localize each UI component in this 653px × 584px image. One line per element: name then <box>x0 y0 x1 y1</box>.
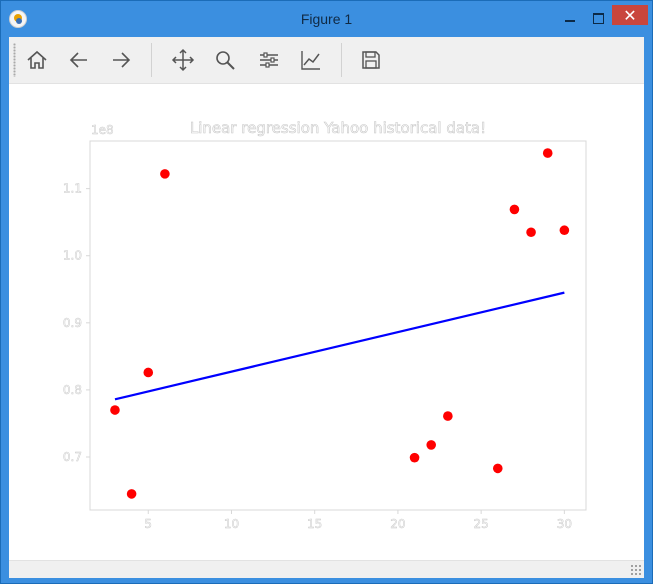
y-tick-label: 1.1 <box>63 182 82 196</box>
regression-line <box>114 291 565 401</box>
line-chart-icon <box>301 51 320 70</box>
toolbar-grip[interactable] <box>13 43 16 77</box>
window-client-area: Linear regression Yahoo historical data!… <box>9 37 644 578</box>
home-button[interactable] <box>21 45 53 75</box>
y-tick-label: 0.8 <box>63 383 82 397</box>
resize-grip[interactable] <box>630 564 642 576</box>
chart-title: Linear regression Yahoo historical data! <box>190 119 486 137</box>
x-tick-label: 15 <box>307 517 322 531</box>
arrow-left-icon <box>69 52 87 68</box>
data-point <box>110 405 120 415</box>
x-tick-label: 5 <box>144 517 152 531</box>
back-button[interactable] <box>63 45 95 75</box>
regression-line-group <box>114 291 565 401</box>
configure-subplots-button[interactable] <box>253 45 285 75</box>
data-point <box>443 411 453 421</box>
minimize-icon <box>565 20 575 22</box>
data-point <box>559 225 570 236</box>
data-points-group <box>110 148 570 499</box>
x-tick-label: 25 <box>474 517 489 531</box>
forward-button[interactable] <box>105 45 137 75</box>
data-point <box>526 227 536 238</box>
data-point <box>426 440 437 450</box>
navigation-toolbar <box>9 37 644 84</box>
status-bar <box>9 560 644 578</box>
data-point <box>409 452 420 463</box>
data-point <box>509 204 520 215</box>
home-icon <box>27 50 47 69</box>
maximize-icon <box>592 12 604 24</box>
pan-button[interactable] <box>167 45 199 75</box>
zoom-icon <box>216 51 235 70</box>
close-icon: ✕ <box>623 5 637 25</box>
y-tick-label: 0.7 <box>63 450 82 464</box>
y-tick-label: 0.9 <box>63 316 82 330</box>
matplotlib-app-icon[interactable] <box>9 10 27 28</box>
data-point <box>542 148 553 158</box>
title-bar[interactable]: Figure 1 ✕ <box>1 1 652 37</box>
x-axis: 5 10 15 20 25 30 <box>144 510 572 531</box>
data-point <box>492 463 503 474</box>
zoom-button[interactable] <box>209 45 241 75</box>
data-point <box>143 367 154 378</box>
y-offset-label: 1e8 <box>91 123 114 137</box>
x-tick-label: 30 <box>557 517 572 531</box>
edit-axis-button[interactable] <box>295 45 327 75</box>
scatter-chart: Linear regression Yahoo historical data!… <box>63 119 587 531</box>
move-icon <box>171 48 195 72</box>
x-tick-label: 10 <box>224 517 239 531</box>
sliders-icon <box>260 52 278 68</box>
toolbar-separator <box>341 43 342 77</box>
y-axis: 0.7 0.8 0.9 1.0 1.1 <box>63 181 90 464</box>
figure-canvas[interactable]: Linear regression Yahoo historical data!… <box>9 84 644 560</box>
axes-frame <box>89 140 587 511</box>
x-tick-label: 20 <box>390 517 405 531</box>
toolbar-separator <box>151 43 152 77</box>
data-point <box>160 169 170 179</box>
save-button[interactable] <box>355 45 387 75</box>
arrow-right-icon <box>113 52 131 68</box>
y-tick-label: 1.0 <box>63 249 82 263</box>
close-button[interactable]: ✕ <box>612 5 648 25</box>
minimize-button[interactable] <box>555 7 585 29</box>
maximize-button[interactable] <box>583 7 613 29</box>
save-icon <box>362 51 380 69</box>
data-point <box>126 489 137 499</box>
window-title: Figure 1 <box>300 11 353 27</box>
